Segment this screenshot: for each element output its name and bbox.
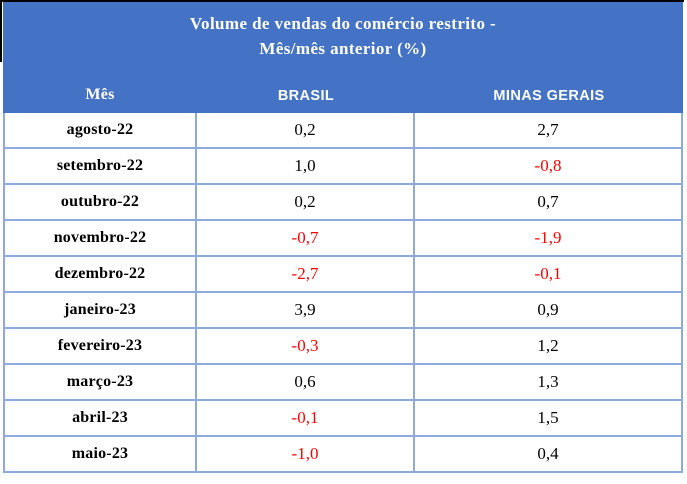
minas-gerais-value-cell: 0,9 (537, 300, 559, 319)
brasil-value-cell: 3,9 (197, 293, 415, 327)
minas-gerais-value-cell: 0,4 (537, 444, 559, 463)
table-row: outubro-22 0,2 0,7 (3, 185, 683, 221)
month-cell: novembro-22 (5, 221, 197, 255)
month-cell: maio-23 (5, 437, 197, 471)
column-header-minas-gerais: MINAS GERAIS (493, 88, 605, 104)
column-header-mes: Mês (85, 86, 115, 103)
table-row: novembro-22 -0,7 -1,9 (3, 221, 683, 257)
column-header-brasil: BRASIL (277, 88, 335, 104)
column-header-row: Mês BRASIL MINAS GERAIS (3, 61, 683, 113)
table-row: setembro-22 1,0 -0,8 (3, 149, 683, 185)
table-row: dezembro-22 -2,7 -0,1 (3, 257, 683, 293)
table-row: fevereiro-23 -0,3 1,2 (3, 329, 683, 365)
top-border-line (0, 0, 684, 2)
month-cell: setembro-22 (5, 149, 197, 183)
brasil-value-cell: 1,0 (197, 149, 415, 183)
brasil-value-cell: -2,7 (197, 257, 415, 291)
minas-gerais-value-cell: 1,2 (537, 336, 559, 355)
month-cell: dezembro-22 (5, 257, 197, 291)
month-cell: outubro-22 (5, 185, 197, 219)
brasil-value-cell: -0,7 (197, 221, 415, 255)
minas-gerais-value-cell: 1,3 (537, 372, 559, 391)
minas-gerais-value-cell: 0,7 (537, 192, 559, 211)
table-header: Volume de vendas do comércio restrito - … (3, 2, 683, 113)
table-row: agosto-22 0,2 2,7 (3, 113, 683, 149)
table-row: abril-23 -0,1 1,5 (3, 401, 683, 437)
minas-gerais-value-cell: -0,8 (534, 156, 562, 175)
minas-gerais-value-cell: -1,9 (534, 228, 562, 247)
month-cell: abril-23 (5, 401, 197, 435)
minas-gerais-value-cell: 2,7 (537, 120, 559, 139)
month-cell: agosto-22 (5, 113, 197, 147)
table-title-line-1: Volume de vendas do comércio restrito - (189, 14, 497, 33)
table-row: março-23 0,6 1,3 (3, 365, 683, 401)
brasil-value-cell: -0,3 (197, 329, 415, 363)
brasil-value-cell: 0,2 (197, 185, 415, 219)
table-row: maio-23 -1,0 0,4 (3, 437, 683, 473)
brasil-value-cell: 0,2 (197, 113, 415, 147)
brasil-value-cell: 0,6 (197, 365, 415, 399)
month-cell: março-23 (5, 365, 197, 399)
sales-volume-table: Volume de vendas do comércio restrito - … (3, 2, 683, 473)
brasil-value-cell: -1,0 (197, 437, 415, 471)
minas-gerais-value-cell: -0,1 (534, 264, 562, 283)
table-title: Volume de vendas do comércio restrito - … (3, 2, 683, 61)
minas-gerais-value-cell: 1,5 (537, 408, 559, 427)
table-body: agosto-22 0,2 2,7 setembro-22 1,0 -0,8 o… (3, 113, 683, 473)
brasil-value-cell: -0,1 (197, 401, 415, 435)
left-border-line (0, 0, 2, 62)
table-row: janeiro-23 3,9 0,9 (3, 293, 683, 329)
month-cell: janeiro-23 (5, 293, 197, 327)
table-title-line-2: Mês/mês anterior (%) (259, 39, 427, 58)
month-cell: fevereiro-23 (5, 329, 197, 363)
